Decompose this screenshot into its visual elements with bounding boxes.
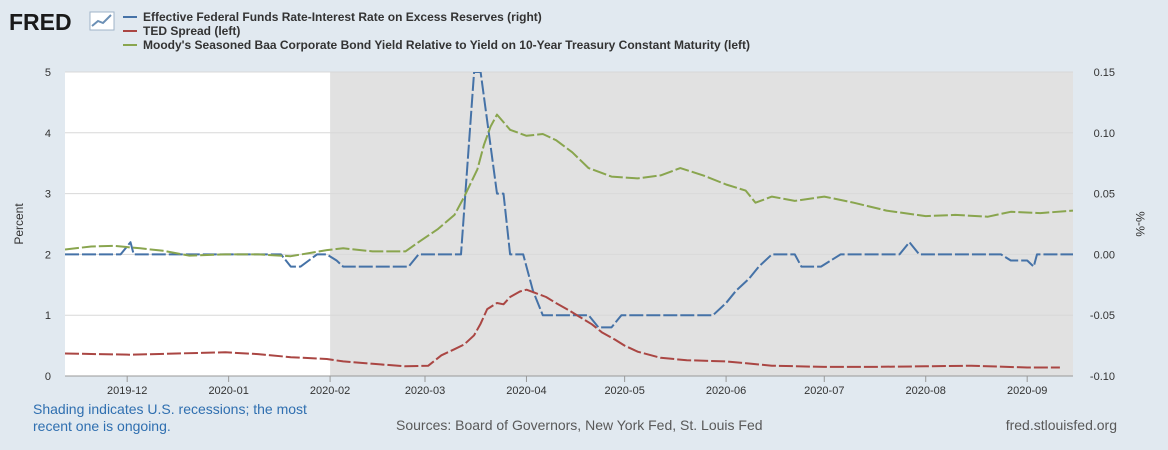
fred-logo[interactable]: FRED [9,9,115,35]
x-tick-label: 2020-04 [506,385,546,397]
recession-note: Shading indicates U.S. recessions; the m… [33,401,307,434]
y-tick-right: 0.15 [1094,67,1115,79]
y-tick-right: -0.10 [1090,371,1115,383]
series-layer [65,72,1073,369]
y-axis-label-right: %-% [1133,211,1147,237]
y-axis-label-left: Percent [12,203,26,245]
x-tick-label: 2020-06 [706,385,746,397]
x-tick-label: 2020-03 [405,385,445,397]
x-tick-label: 2020-08 [906,385,946,397]
legend-label: Effective Federal Funds Rate-Interest Ra… [143,10,542,24]
x-tick-label: 2020-02 [310,385,350,397]
legend-label: TED Spread (left) [143,24,240,38]
series-line-2 [65,113,1073,258]
y-tick-right: 0.05 [1094,189,1115,201]
x-tick-label: 2019-12 [107,385,147,397]
y-tick-right: 0.00 [1094,249,1115,261]
y-tick-right: -0.05 [1090,310,1115,322]
series-line-0 [65,72,1073,329]
legend-label: Moody's Seasoned Baa Corporate Bond Yiel… [143,38,750,52]
x-tick-label: 2020-07 [804,385,844,397]
sources-text: Sources: Board of Governors, New York Fe… [396,417,763,433]
axes: 0 1 2 3 4 5 -0.10 -0.05 0.00 0.05 0.10 0.15 2019-12 2… [12,67,1147,397]
y-tick-left: 0 [45,371,51,383]
series-line-1 [65,288,1060,369]
x-tick-label: 2020-05 [604,385,644,397]
site-link[interactable]: fred.stlouisfed.org [1005,417,1117,433]
y-tick-right: 0.10 [1094,128,1115,140]
y-tick-left: 4 [45,128,51,140]
y-tick-left: 2 [45,249,51,261]
recession-shading [330,72,1073,376]
y-tick-left: 5 [45,67,51,79]
logo-text: FRED [9,9,72,35]
y-tick-left: 1 [45,310,51,322]
line-chart-icon [89,11,115,31]
x-tick-label: 2020-01 [208,385,248,397]
x-tick-label: 2020-09 [1007,385,1047,397]
legend: Effective Federal Funds Rate-Interest Ra… [123,10,750,52]
plot-area: 0 1 2 3 4 5 -0.10 -0.05 0.00 0.05 0.10 0.15 2019-12 2… [12,67,1147,397]
y-tick-left: 3 [45,189,51,201]
